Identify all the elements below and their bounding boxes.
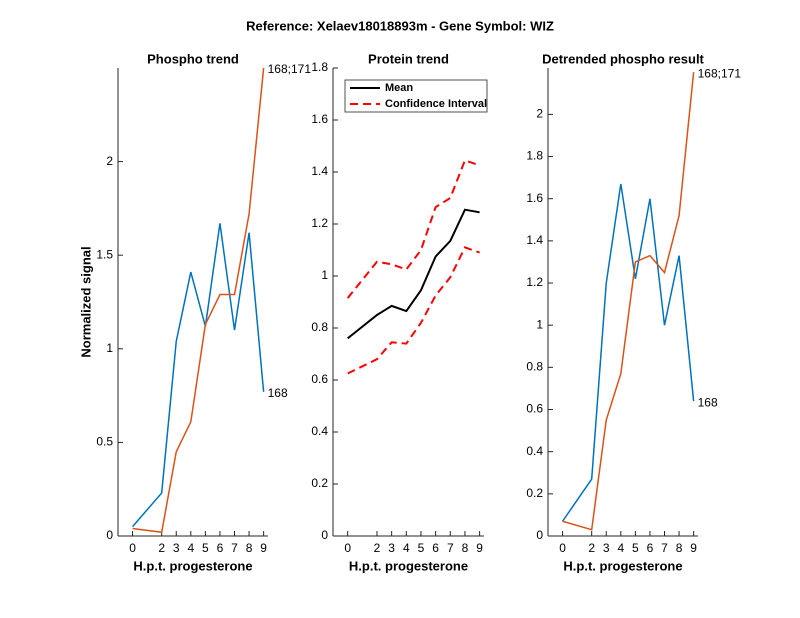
series-end-label: 168 <box>698 395 718 409</box>
y-tick-label: 2 <box>536 107 543 121</box>
y-tick-label: 1 <box>321 268 328 282</box>
x-tick-label: 0 <box>344 541 351 555</box>
y-tick-label: 0.6 <box>311 372 328 386</box>
y-tick-label: 1.5 <box>96 247 113 261</box>
y-tick-label: 1.4 <box>526 233 543 247</box>
x-axis-label: H.p.t. progesterone <box>133 558 252 573</box>
x-tick-label: 4 <box>403 541 410 555</box>
y-tick-label: 1.8 <box>526 149 543 163</box>
y-tick-label: 1.2 <box>311 216 328 230</box>
x-tick-label: 3 <box>603 541 610 555</box>
y-tick-label: 0.5 <box>96 435 113 449</box>
y-tick-label: 0 <box>536 528 543 542</box>
x-tick-label: 9 <box>476 541 483 555</box>
y-tick-label: 0.8 <box>526 360 543 374</box>
x-tick-label: 0 <box>559 541 566 555</box>
y-tick-label: 1.6 <box>311 112 328 126</box>
x-tick-label: 6 <box>647 541 654 555</box>
x-axis-label: H.p.t. progesterone <box>563 558 682 573</box>
series-end-label: 168;171 <box>268 62 312 76</box>
series-line <box>347 208 480 340</box>
y-tick-label: 0.8 <box>311 320 328 334</box>
x-tick-label: 8 <box>246 541 253 555</box>
y-tick-label: 0 <box>321 528 328 542</box>
x-tick-label: 4 <box>187 541 194 555</box>
y-tick-label: 0.2 <box>311 476 328 490</box>
x-tick-label: 0 <box>129 541 136 555</box>
y-tick-label: 1 <box>536 317 543 331</box>
series-end-label: 168 <box>268 386 288 400</box>
x-tick-label: 7 <box>447 541 454 555</box>
x-tick-label: 2 <box>588 541 595 555</box>
series-line <box>561 183 695 522</box>
axis-title: Phospho trend <box>147 51 239 66</box>
x-tick-label: 6 <box>432 541 439 555</box>
legend-label: Confidence Interval <box>385 98 487 110</box>
y-tick-label: 1 <box>106 341 113 355</box>
x-axis-label: H.p.t. progesterone <box>349 558 468 573</box>
series-line <box>347 246 480 375</box>
y-tick-label: 1.6 <box>526 191 543 205</box>
x-tick-label: 6 <box>217 541 224 555</box>
y-tick-label: 1.8 <box>311 60 328 74</box>
x-tick-label: 2 <box>374 541 381 555</box>
x-tick-label: 4 <box>617 541 624 555</box>
x-tick-label: 3 <box>388 541 395 555</box>
y-tick-label: 0.4 <box>311 424 328 438</box>
x-tick-label: 7 <box>231 541 238 555</box>
y-tick-label: 0.4 <box>526 444 543 458</box>
x-tick-label: 8 <box>462 541 469 555</box>
y-tick-label: 0 <box>106 528 113 542</box>
axis-title: Protein trend <box>368 51 449 66</box>
x-tick-label: 8 <box>676 541 683 555</box>
y-tick-label: 0.6 <box>526 402 543 416</box>
series-end-label: 168;171 <box>698 66 742 80</box>
y-axis-label: Normalized signal <box>78 246 93 357</box>
y-tick-label: 2 <box>106 154 113 168</box>
series-line <box>132 67 265 534</box>
axis-title: Detrended phospho result <box>542 51 704 66</box>
legend-box <box>344 79 488 113</box>
x-tick-label: 9 <box>260 541 267 555</box>
y-tick-label: 1.4 <box>311 164 328 178</box>
figure-title: Reference: Xelaev18018893m - Gene Symbol… <box>246 18 554 33</box>
x-tick-label: 5 <box>632 541 639 555</box>
x-tick-label: 2 <box>158 541 165 555</box>
x-tick-label: 9 <box>690 541 697 555</box>
x-tick-label: 5 <box>418 541 425 555</box>
legend-label: Mean <box>385 82 413 94</box>
x-tick-label: 5 <box>202 541 209 555</box>
y-tick-label: 1.2 <box>526 275 543 289</box>
x-tick-label: 7 <box>661 541 668 555</box>
x-tick-label: 3 <box>173 541 180 555</box>
series-line <box>562 72 695 531</box>
y-tick-label: 0.2 <box>526 486 543 500</box>
